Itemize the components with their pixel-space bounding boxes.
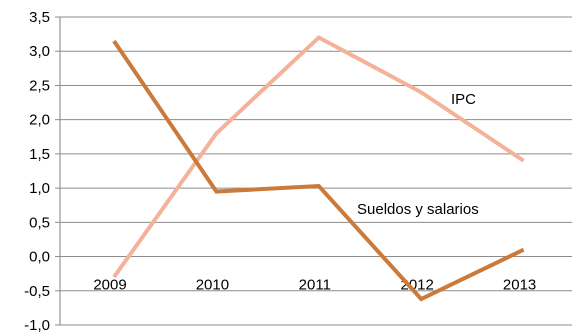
series-label: IPC <box>451 91 476 108</box>
x-tick-label: 2010 <box>196 277 229 294</box>
y-tick-label: 1,5 <box>29 146 50 163</box>
y-tick-label: 2,0 <box>29 112 50 129</box>
x-tick-label: 2013 <box>503 277 536 294</box>
x-tick-label: 2011 <box>299 277 331 294</box>
series-lines <box>112 35 525 302</box>
x-axis-ticks: 2009 2010 2011 2012 2013 <box>93 277 536 294</box>
y-tick-label: 0,5 <box>29 214 50 231</box>
y-tick-label: -0,5 <box>24 283 50 300</box>
y-tick-label: 0,0 <box>29 249 50 266</box>
series-labels: IPC Sueldos y salarios <box>357 91 479 218</box>
y-axis-ticks: 3,5 3,0 2,5 2,0 1,5 1,0 0,5 0,0 -0,5 -1,0 <box>24 9 60 334</box>
series-line-ipc <box>112 35 525 279</box>
x-tick-label: 2012 <box>401 277 434 294</box>
series-line-sueldos <box>112 39 525 302</box>
y-tick-label: 1,0 <box>29 180 50 197</box>
y-tick-label: 2,5 <box>29 77 50 94</box>
y-tick-label: 3,0 <box>29 43 50 60</box>
y-tick-label: 3,5 <box>29 9 50 26</box>
series-label: Sueldos y salarios <box>357 201 479 218</box>
y-tick-label: -1,0 <box>24 317 50 334</box>
x-tick-label: 2009 <box>93 277 126 294</box>
